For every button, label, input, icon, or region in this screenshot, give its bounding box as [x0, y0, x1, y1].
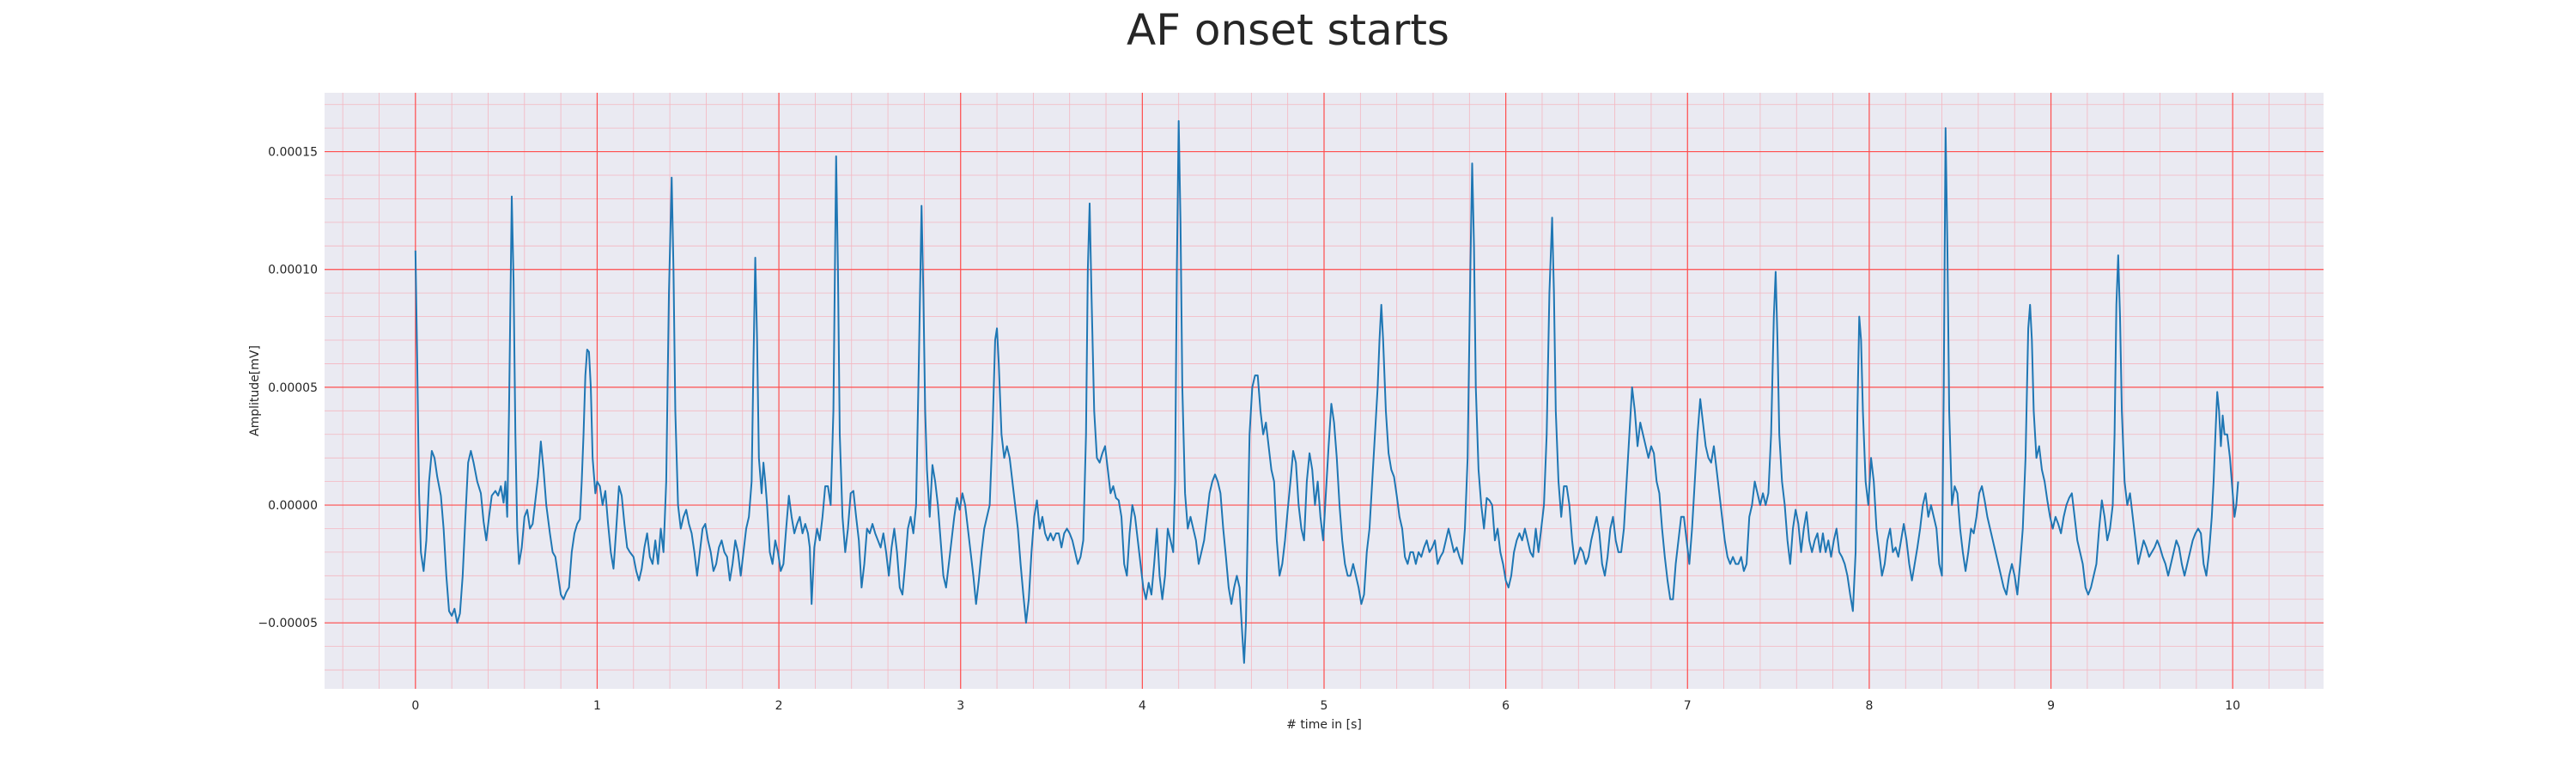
x-tick-label: 9 — [2047, 699, 2055, 713]
x-tick-label: 3 — [957, 699, 964, 713]
x-tick-label: 0 — [411, 699, 419, 713]
x-tick-label: 2 — [775, 699, 783, 713]
x-axis-ticks: 0 1 2 3 4 5 6 7 8 9 10 — [411, 699, 2240, 713]
y-tick-label: 0.00010 — [268, 264, 318, 277]
x-tick-label: 10 — [2225, 699, 2240, 713]
x-tick-label: 5 — [1321, 699, 1328, 713]
x-tick-label: 8 — [1865, 699, 1873, 713]
x-tick-label: 6 — [1502, 699, 1510, 713]
y-tick-label: 0.00000 — [268, 499, 318, 513]
chart-title: AF onset starts — [1127, 5, 1449, 55]
series-line — [414, 119, 2239, 664]
x-axis-label: # time in [s] — [1286, 718, 1362, 732]
x-tick-label: 1 — [593, 699, 601, 713]
y-tick-label: −0.00005 — [258, 617, 318, 630]
major-grid — [325, 93, 2324, 689]
y-tick-label: 0.00005 — [268, 381, 318, 395]
x-tick-label: 4 — [1139, 699, 1146, 713]
y-tick-label: 0.00015 — [268, 146, 318, 160]
y-axis-label: Amplitude[mV] — [248, 345, 262, 436]
x-tick-label: 7 — [1684, 699, 1692, 713]
y-axis-ticks: −0.00005 0.00000 0.00005 0.00010 0.00015 — [258, 146, 318, 631]
